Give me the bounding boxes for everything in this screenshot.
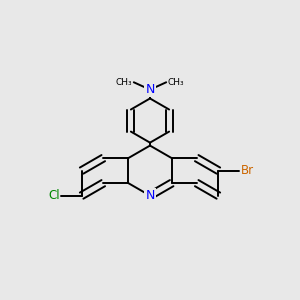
Text: CH₃: CH₃	[116, 78, 132, 87]
Text: Cl: Cl	[48, 189, 59, 202]
Text: Br: Br	[241, 164, 254, 177]
Text: N: N	[145, 189, 155, 202]
Text: CH₃: CH₃	[168, 78, 184, 87]
Text: N: N	[145, 83, 155, 96]
